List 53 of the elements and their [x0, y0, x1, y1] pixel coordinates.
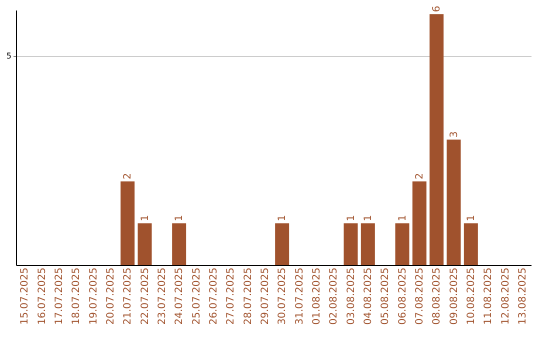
x-tick-label: 09.08.2025 [448, 268, 460, 325]
data-label: 1 [277, 214, 288, 222]
x-tick-label: 15.07.2025 [20, 268, 31, 325]
x-tick-label: 25.07.2025 [191, 268, 202, 325]
x-tick-label: 28.07.2025 [242, 268, 254, 325]
bar [360, 223, 375, 265]
bar [138, 223, 152, 265]
x-tick-label: 08.08.2025 [432, 268, 443, 325]
x-tick-label: 31.07.2025 [294, 268, 306, 325]
x-tick-label: 19.07.2025 [88, 268, 100, 325]
bar [344, 223, 358, 265]
x-tick-label: 18.07.2025 [71, 268, 82, 325]
x-tick-label: 01.08.2025 [311, 268, 322, 325]
x-tick-label: 07.08.2025 [414, 268, 426, 325]
bar [275, 223, 290, 265]
x-tick-label: 04.08.2025 [362, 268, 374, 325]
x-tick-label: 22.07.2025 [140, 268, 151, 325]
x-tick-label: 27.07.2025 [226, 268, 237, 325]
x-tick-label: 21.07.2025 [122, 268, 134, 325]
bar [395, 223, 410, 265]
data-label: 1 [346, 214, 357, 222]
x-tick-label: 03.08.2025 [346, 268, 357, 325]
data-label: 1 [174, 214, 186, 222]
x-tick-label: 29.07.2025 [260, 268, 271, 325]
x-tick-label: 13.08.2025 [517, 268, 528, 325]
x-tick-label: 17.07.2025 [54, 268, 65, 325]
bar [464, 223, 478, 265]
data-label: 1 [397, 214, 408, 222]
data-label: 1 [140, 214, 151, 222]
data-label: 6 [432, 6, 443, 12]
data-label: 1 [362, 214, 374, 222]
bar [172, 223, 186, 265]
bar [430, 14, 444, 265]
bar [120, 181, 135, 265]
x-tick-label: 10.08.2025 [466, 268, 477, 325]
data-label: 1 [466, 214, 477, 222]
data-label: 2 [122, 173, 134, 180]
x-tick-label: 20.07.2025 [105, 268, 116, 325]
bar [412, 181, 426, 265]
x-tick-label: 11.08.2025 [483, 268, 494, 325]
x-tick-label: 24.07.2025 [174, 268, 186, 325]
x-tick-label: 26.07.2025 [208, 268, 220, 325]
data-label: 2 [414, 173, 426, 180]
x-tick-label: 02.08.2025 [328, 268, 340, 325]
y-tick-label: 5 [6, 51, 12, 60]
x-tick-label: 06.08.2025 [397, 268, 408, 325]
x-tick-label: 23.07.2025 [156, 268, 168, 325]
x-tick-label: 05.08.2025 [380, 268, 392, 325]
x-tick-label: 30.07.2025 [277, 268, 288, 325]
data-label: 3 [448, 131, 460, 138]
bar [446, 140, 461, 265]
x-tick-label: 16.07.2025 [36, 268, 48, 325]
x-tick-label: 12.08.2025 [500, 268, 512, 325]
